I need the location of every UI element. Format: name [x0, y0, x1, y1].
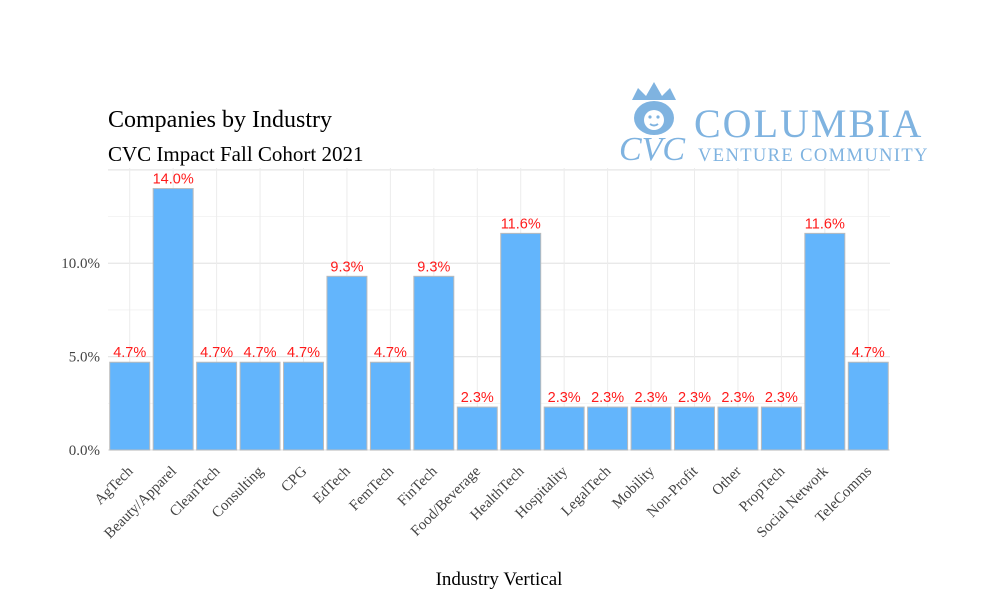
data-label: 2.3% [678, 390, 711, 406]
bar-food-beverage [456, 406, 498, 451]
bar-cpg [283, 361, 324, 451]
bar-agtech [109, 361, 151, 451]
data-label: 9.3% [417, 259, 450, 275]
bar-hospitality [543, 406, 585, 451]
logo-tagline: VENTURE COMMUNITY [698, 146, 929, 166]
bar-edtech [326, 275, 368, 451]
data-label: 2.3% [765, 390, 798, 406]
data-label: 4.7% [852, 345, 885, 361]
data-label: 2.3% [635, 390, 668, 406]
data-label: 4.7% [244, 345, 277, 361]
x-tick-label: FemTech [347, 463, 398, 514]
data-label: 9.3% [330, 259, 363, 275]
bar-non-profit [674, 406, 715, 451]
data-label: 2.3% [721, 390, 754, 406]
bar-femtech [369, 361, 411, 451]
columbia-venture-community-logo: CVC COLUMBIA VENTURE COMMUNITY [619, 82, 929, 168]
data-label: 2.3% [548, 390, 581, 406]
bars [109, 188, 889, 451]
data-label: 4.7% [113, 345, 146, 361]
crown-lion-emblem-icon [632, 82, 676, 135]
chart-subtitle: CVC Impact Fall Cohort 2021 [108, 142, 364, 166]
bar-beauty-apparel [152, 188, 194, 451]
bar-healthtech [500, 232, 542, 451]
x-tick-label: Other [709, 464, 744, 499]
x-tick-label: EdTech [310, 463, 354, 507]
data-labels: 4.7% 14.0% 4.7% 4.7% 4.7% 9.3% 4.7% 9.3% 2.3% 11.… [113, 172, 885, 407]
bar-consulting [239, 361, 281, 451]
data-label: 2.3% [461, 390, 494, 406]
y-tick-label: 5.0% [69, 350, 100, 366]
data-label: 2.3% [591, 390, 624, 406]
x-axis-label: Industry Vertical [436, 569, 563, 590]
data-label: 11.6% [501, 216, 541, 232]
y-tick-label: 10.0% [61, 256, 100, 272]
bar-mobility [630, 406, 672, 451]
bar-social-network [804, 232, 846, 451]
bar-telecomms [847, 361, 889, 451]
data-label: 4.7% [287, 345, 320, 361]
y-tick-label: 0.0% [69, 443, 100, 459]
data-label: 14.0% [153, 172, 194, 188]
bar-other [717, 406, 759, 451]
data-label: 4.7% [200, 345, 233, 361]
data-label: 11.6% [805, 216, 845, 232]
bar-legaltech [587, 406, 629, 451]
x-tick-label: CPG [278, 463, 310, 495]
chart-title: Companies by Industry [108, 107, 332, 133]
logo-monogram: CVC [619, 131, 685, 168]
logo-name: COLUMBIA [694, 101, 923, 146]
bar-proptech [760, 406, 802, 451]
bar-cleantech [196, 361, 238, 451]
y-axis-ticks: 0.0% 5.0% 10.0% [61, 256, 100, 459]
bar-fintech [413, 275, 455, 451]
data-label: 4.7% [374, 345, 407, 361]
